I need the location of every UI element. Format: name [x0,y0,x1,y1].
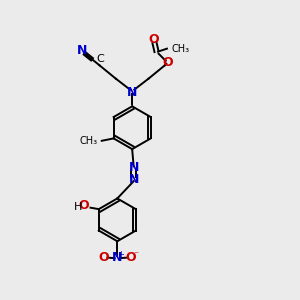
Text: N: N [76,44,87,57]
Text: N: N [127,85,137,98]
Text: N: N [112,251,122,264]
Text: O: O [79,199,89,212]
Text: H: H [74,202,83,212]
Text: C: C [97,54,104,64]
Text: N: N [128,173,139,186]
Text: O: O [163,56,173,69]
Text: CH₃: CH₃ [171,44,190,54]
Text: O: O [99,251,109,264]
Text: O: O [125,251,136,264]
Text: O: O [148,33,159,46]
Text: ⁻: ⁻ [134,250,139,260]
Text: N: N [128,161,139,174]
Text: +: + [117,250,124,259]
Text: CH₃: CH₃ [79,136,97,146]
